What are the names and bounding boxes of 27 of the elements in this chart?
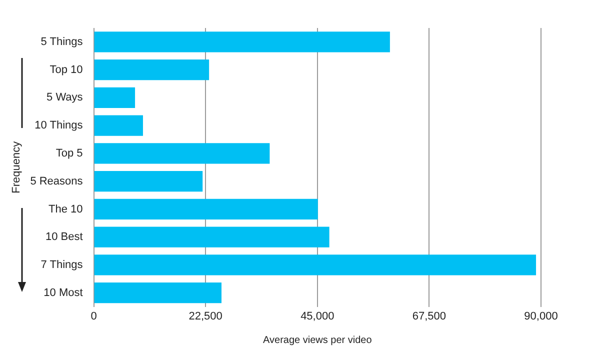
bar <box>94 32 390 52</box>
y-tick-label: Top 10 <box>50 64 83 76</box>
y-tick-label: 5 Things <box>40 36 84 48</box>
x-tick-label: 22,500 <box>188 310 222 322</box>
bar <box>94 171 203 192</box>
bar <box>94 198 318 220</box>
bar <box>94 254 536 276</box>
y-tick-label: 5 Ways <box>46 92 84 104</box>
y-tick-label: The 10 <box>48 203 83 216</box>
y-axis-title: Frequency <box>10 140 23 194</box>
x-tick-label: 0 <box>90 310 97 322</box>
bar <box>94 60 210 80</box>
y-tick-label: 10 Most <box>44 286 83 299</box>
bar <box>94 87 136 108</box>
y-tick-label: 5 Reasons <box>30 175 84 188</box>
x-axis-title: Average views per video <box>263 334 372 346</box>
bar <box>94 282 222 304</box>
y-tick-label: 10 Things <box>34 120 84 132</box>
x-tick-label: 67,500 <box>412 310 446 322</box>
y-tick-label: 10 Best <box>45 231 83 244</box>
x-tick-label: 90,000 <box>524 310 558 322</box>
x-tick-label: 45,000 <box>300 310 334 322</box>
bar <box>94 226 330 248</box>
y-tick-label: Top 5 <box>56 147 83 160</box>
bar <box>94 143 270 164</box>
bar <box>94 115 143 136</box>
y-tick-label: 7 Things <box>40 259 84 272</box>
